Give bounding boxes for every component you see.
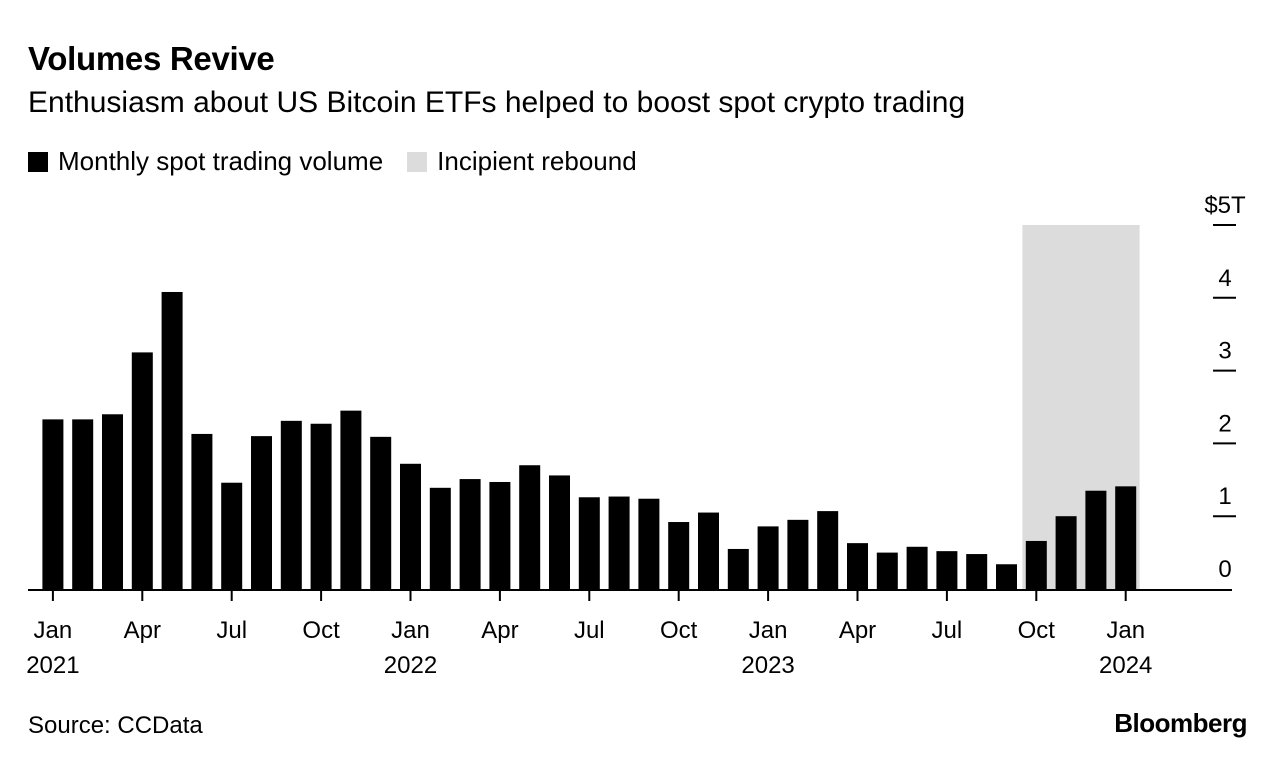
x-tick-label: Jan [1106,617,1145,644]
chart-subtitle: Enthusiasm about US Bitcoin ETFs helped … [28,86,966,119]
bar [72,419,94,589]
legend-item-volume: Monthly spot trading volume [28,146,383,177]
x-tick-label: Apr [839,617,876,644]
bar [400,463,421,589]
legend-label-volume: Monthly spot trading volume [58,146,384,176]
bar [847,543,868,589]
bar [668,522,690,589]
bar [638,498,660,589]
bar [817,511,839,589]
x-tick-label: Jul [932,617,963,644]
bar [1115,486,1137,589]
y-tick-label: 0 [1218,556,1231,583]
legend-swatch-rebound [407,151,428,172]
bar [340,410,362,589]
bar [787,519,809,589]
bar [578,497,600,589]
x-tick-label: Apr [481,617,518,644]
y-tick-label: 4 [1218,265,1231,292]
x-tick-label: Jul [216,617,247,644]
bar [102,414,123,589]
bar [1025,540,1047,589]
bar [966,554,988,589]
y-tick-label: $5T [1204,192,1246,219]
y-tick-label: 3 [1218,338,1231,365]
bar [370,436,392,589]
bar [549,475,570,589]
source-note: Source: CCData [28,712,203,739]
x-tick-label: Jan [391,617,430,644]
bar [131,352,153,589]
x-tick-label: Jan [34,617,73,644]
legend-item-rebound: Incipient rebound [407,146,637,177]
x-tick-year-label: 2021 [26,652,79,679]
x-tick-label: Oct [1018,617,1056,644]
bar [191,433,213,589]
legend-swatch-volume [28,151,48,172]
bar [936,551,958,589]
x-tick-year-label: 2022 [384,652,437,679]
bar [221,482,243,589]
x-tick-year-label: 2024 [1099,652,1152,679]
y-tick-label: 2 [1218,410,1231,437]
bar [1055,516,1077,589]
chart-title: Volumes Revive [28,40,275,77]
x-tick-label: Oct [660,617,698,644]
bar [429,487,451,589]
bar [489,481,511,589]
x-tick-label: Oct [302,617,340,644]
bar [161,291,183,589]
bar [280,420,302,589]
bar [310,423,332,589]
legend: Monthly spot trading volume Incipient re… [28,146,661,177]
bar [251,436,272,589]
x-tick-label: Apr [124,617,161,644]
bar [698,512,719,589]
x-tick-year-label: 2023 [741,652,794,679]
x-tick-label: Jul [574,617,605,644]
bar [996,564,1017,589]
bar [519,465,541,589]
bar [608,496,630,589]
bar [727,548,749,589]
bloomberg-logo: Bloomberg [1114,708,1247,738]
bar [876,552,898,589]
legend-label-rebound: Incipient rebound [437,146,637,176]
x-tick-label: Jan [749,617,788,644]
bar [906,546,928,589]
bar [459,479,481,589]
bar [1085,490,1107,589]
y-tick-label: 1 [1218,483,1231,510]
bar [42,419,64,589]
bar [757,526,779,589]
